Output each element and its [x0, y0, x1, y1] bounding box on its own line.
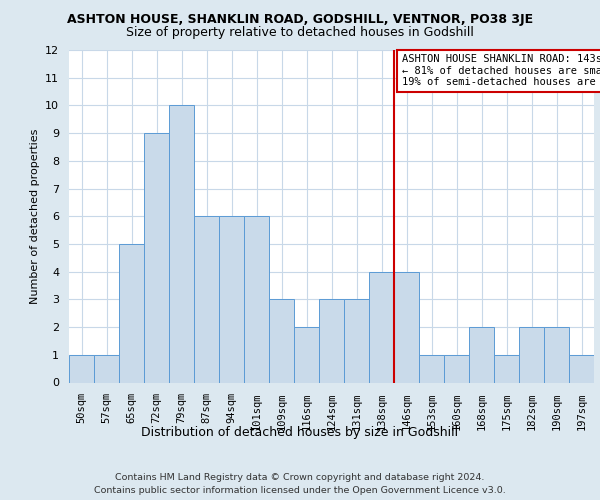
Bar [294, 327, 319, 382]
Bar [119, 244, 144, 382]
Bar [444, 355, 469, 382]
Bar [469, 327, 494, 382]
Bar [194, 216, 219, 382]
Bar [219, 216, 244, 382]
Text: Contains HM Land Registry data © Crown copyright and database right 2024.
Contai: Contains HM Land Registry data © Crown c… [94, 472, 506, 494]
Bar [519, 327, 544, 382]
Text: ASHTON HOUSE SHANKLIN ROAD: 143sqm
← 81% of detached houses are smaller (56)
19%: ASHTON HOUSE SHANKLIN ROAD: 143sqm ← 81%… [401, 54, 600, 88]
Bar [69, 355, 94, 382]
Bar [244, 216, 269, 382]
Bar [344, 300, 369, 382]
Bar [494, 355, 519, 382]
Bar [269, 300, 294, 382]
Bar [569, 355, 594, 382]
Bar [319, 300, 344, 382]
Bar [419, 355, 444, 382]
Bar [94, 355, 119, 382]
Bar [369, 272, 394, 382]
Text: ASHTON HOUSE, SHANKLIN ROAD, GODSHILL, VENTNOR, PO38 3JE: ASHTON HOUSE, SHANKLIN ROAD, GODSHILL, V… [67, 13, 533, 26]
Text: Distribution of detached houses by size in Godshill: Distribution of detached houses by size … [142, 426, 458, 439]
Text: Size of property relative to detached houses in Godshill: Size of property relative to detached ho… [126, 26, 474, 39]
Bar [544, 327, 569, 382]
Bar [394, 272, 419, 382]
Y-axis label: Number of detached properties: Number of detached properties [29, 128, 40, 304]
Bar [144, 133, 169, 382]
Bar [169, 106, 194, 382]
